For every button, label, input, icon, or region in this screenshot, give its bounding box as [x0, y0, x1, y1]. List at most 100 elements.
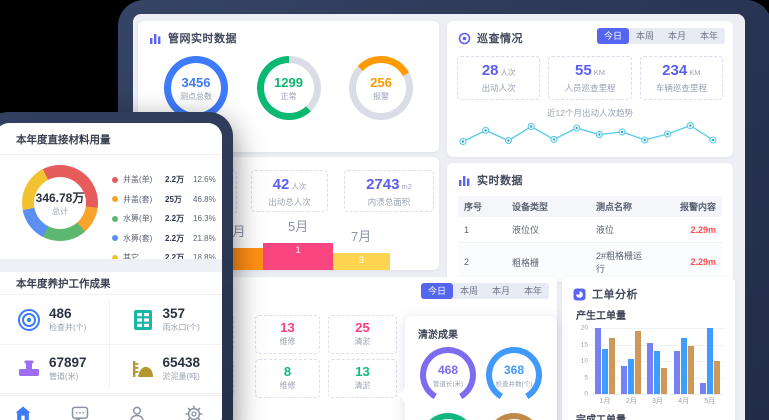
- col-header: 序号: [458, 196, 506, 217]
- legend-dot: [112, 254, 118, 261]
- trend-caption: 近12个月出动人次趋势: [547, 108, 633, 118]
- panel-header: 实时数据: [447, 163, 733, 194]
- legend-name: 其它: [123, 253, 139, 263]
- x-tick-label: 5月: [704, 398, 716, 405]
- legend-value: 2.2万: [165, 233, 185, 243]
- achievement-item: 65438 淤泥量(吨): [109, 344, 223, 393]
- stat-unit: 人次: [291, 182, 307, 191]
- bar: [706, 328, 713, 394]
- kpi-donut: 1299 正常: [256, 56, 321, 120]
- stat-label: 人员巡查里程: [564, 83, 616, 93]
- x-tick-label: 4月: [678, 398, 690, 405]
- cell-device: 液位仪: [506, 217, 590, 243]
- table-header-row: 序号 设备类型 测点名称 报警内容: [458, 196, 722, 217]
- pipe-realtime-panel: 管网实时数据 3456 测点总数 1299 正常 256 报警: [138, 21, 439, 152]
- user-icon[interactable]: [127, 404, 147, 420]
- donut-total: 346.78万: [35, 191, 85, 205]
- stat-label: 车辆巡查里程: [655, 83, 707, 93]
- panel-header: 管网实时数据: [138, 21, 439, 52]
- stat-box: 2743 m2 内渍总面积: [344, 170, 434, 212]
- achievement-panel-title: 本年度养护工作成果: [16, 278, 111, 290]
- bar-group: [647, 342, 668, 394]
- panel-title: 工单分析: [592, 289, 638, 301]
- phone-bottom-nav: [0, 395, 222, 420]
- divider: [0, 344, 222, 345]
- chart-bars: [592, 328, 723, 394]
- y-tick-label: 5: [584, 374, 588, 381]
- col-header: 设备类型: [506, 196, 590, 217]
- gauge-chart: [420, 413, 476, 420]
- bar-group: [621, 331, 642, 394]
- tab-今日[interactable]: 今日: [420, 283, 453, 299]
- realtime-data-panel: 实时数据 序号 设备类型 测点名称 报警内容 1 液位仪 液位 2.29m 2 …: [447, 163, 733, 308]
- stat-label: 清淤: [354, 337, 371, 346]
- kpi-donut: 3456 测点总数: [164, 56, 228, 120]
- achievement-label: 雨水口(个): [162, 323, 200, 332]
- legend-row: 其它 2.2万 18.8%: [112, 248, 216, 268]
- legend-row: 井盖(套) 25万 46.8%: [112, 190, 216, 210]
- panel-header: 工单分析: [562, 277, 735, 304]
- stat-box: 28 人次 出动人次: [457, 56, 541, 100]
- tab-本周[interactable]: 本周: [635, 31, 654, 41]
- podium-bar: 1: [263, 243, 333, 270]
- stat-unit: KM: [593, 68, 605, 77]
- tab-本年[interactable]: 本年: [699, 31, 718, 41]
- cell-index: 1: [458, 217, 506, 243]
- donut-center: 346.78万 总计: [34, 177, 86, 229]
- home-icon[interactable]: [13, 404, 33, 420]
- bar-group: [595, 328, 616, 394]
- material-panel-title: 本年度直接材料用量: [0, 123, 222, 155]
- stat-unit: 人次: [500, 68, 516, 77]
- inspection-panel: 巡查情况 今日 本周 本月 本年 28 人次 出动人次 55 KM 人员巡查里程 234 K…: [447, 21, 733, 157]
- x-tick-label: 3月: [652, 398, 663, 405]
- cell-point: 液位: [590, 217, 652, 243]
- dredge-result-popover: 清淤成果 468 管道长(米) 368 检查井数(个): [398, 316, 557, 420]
- tab-本年[interactable]: 本年: [523, 286, 542, 296]
- bar-group: [699, 328, 720, 394]
- settings-icon[interactable]: [184, 404, 204, 420]
- achievement-item: 357 雨水口(个): [109, 295, 223, 344]
- tab-本月[interactable]: 本月: [491, 286, 510, 296]
- stat-box: 13 维修: [255, 315, 320, 354]
- material-legend: 井盖(单) 2.2万 12.6% 井盖(套) 25万 46.8% 水箅(单) 2…: [112, 170, 216, 268]
- phone-device-frame: 本年度直接材料用量 346.78万 总计 井盖(单) 2.2万 12.6% 井盖…: [0, 112, 233, 420]
- podium-month: 5月: [288, 219, 309, 234]
- bar: [609, 337, 616, 394]
- message-icon[interactable]: [70, 404, 90, 420]
- cell-alarm: 2.29m: [652, 217, 722, 243]
- stat-box: 55 KM 人员巡查里程: [548, 56, 632, 100]
- stat-unit: m2: [401, 182, 412, 191]
- gridline: [592, 344, 723, 346]
- tab-今日[interactable]: 今日: [596, 28, 629, 44]
- stat-label: 出动总人次: [268, 197, 311, 207]
- stat-value: 28: [481, 62, 499, 79]
- tab-本月[interactable]: 本月: [667, 31, 686, 41]
- stat-box: 8 维修: [255, 359, 320, 398]
- sludge-icon: [132, 360, 153, 377]
- stat-value: 25: [355, 320, 370, 335]
- bar: [602, 349, 609, 394]
- table-row: 2 粗格栅 2#粗格栅运行 2.29m: [458, 242, 722, 282]
- bar-chart-icon: [459, 175, 470, 186]
- stat-label: 清淤: [354, 381, 371, 390]
- gauge-chart: 368 检查井数(个): [486, 347, 542, 403]
- popover-title: 清淤成果: [418, 330, 458, 341]
- popover-tail: [398, 388, 405, 402]
- stat-label: 维修: [279, 337, 296, 346]
- rain-inlet-icon: [133, 309, 152, 330]
- pie-chart-icon: [573, 288, 586, 300]
- stat-box: 25 清淤: [328, 315, 397, 354]
- legend-percent: 12.6%: [193, 175, 216, 185]
- panel-header: 巡查情况: [447, 21, 733, 52]
- legend-name: 水箅(单): [123, 214, 153, 224]
- legend-name: 井盖(套): [123, 194, 153, 204]
- col-header: 报警内容: [652, 196, 722, 217]
- period-tabs: 今日 本周 本月 本年: [420, 283, 549, 299]
- y-tick-label: 0: [584, 390, 588, 398]
- stat-label: 维修: [279, 381, 296, 390]
- kpi-donut: 256 报警: [349, 56, 413, 120]
- tab-本周[interactable]: 本周: [459, 286, 478, 296]
- gauge-grid: 468 管道长(米) 368 检查井数(个): [405, 341, 557, 420]
- chart-x-labels: 1月 2月 3月 4月 5月: [592, 396, 723, 406]
